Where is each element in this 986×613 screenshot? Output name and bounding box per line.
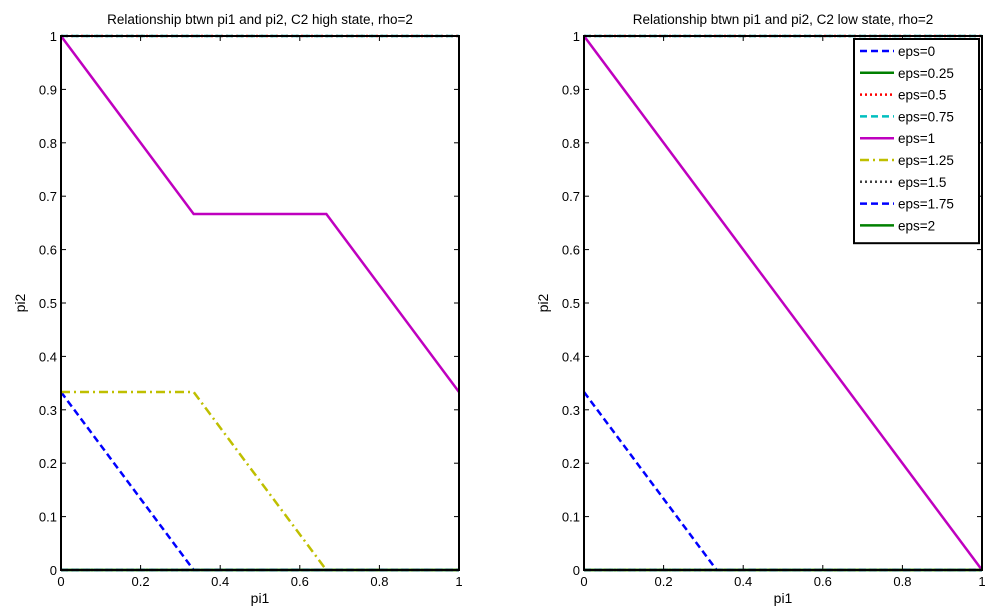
y-tick-label: 0.6 xyxy=(562,243,580,258)
legend-label: eps=1.75 xyxy=(898,197,954,212)
y-tick-label: 0.5 xyxy=(39,296,57,311)
legend-label: eps=1 xyxy=(898,131,935,146)
y-tick-label: 0.2 xyxy=(39,456,57,471)
y-tick-label: 0.8 xyxy=(562,136,580,151)
x-tick-label: 0.6 xyxy=(291,574,309,589)
y-tick-label: 0.3 xyxy=(562,403,580,418)
y-tick-label: 0.4 xyxy=(39,349,57,364)
x-axis-label: pi1 xyxy=(251,590,270,606)
legend-label: eps=0.75 xyxy=(898,109,954,124)
series-line-eps-1 xyxy=(582,35,984,571)
y-axis-label: pi2 xyxy=(535,293,551,312)
legend-label: eps=1.25 xyxy=(898,153,954,168)
y-tick-label: 0.1 xyxy=(39,510,57,525)
x-tick-label: 0 xyxy=(580,574,587,589)
y-tick-label: 0.6 xyxy=(39,243,57,258)
x-tick-label: 0.8 xyxy=(370,574,388,589)
y-tick-label: 0.9 xyxy=(39,82,57,97)
x-tick-label: 0.4 xyxy=(211,574,229,589)
chart-title: Relationship btwn pi1 and pi2, C2 high s… xyxy=(107,12,413,27)
x-tick-label: 1 xyxy=(455,574,462,589)
y-tick-label: 0.1 xyxy=(562,510,580,525)
y-tick-label: 1 xyxy=(573,29,580,44)
y-tick-label: 0.7 xyxy=(39,189,57,204)
y-tick-label: 0.8 xyxy=(39,136,57,151)
y-tick-label: 0.4 xyxy=(562,349,580,364)
y-tick-label: 0 xyxy=(50,563,57,578)
y-tick-label: 0 xyxy=(573,563,580,578)
legend-label: eps=0.5 xyxy=(898,88,946,103)
chart-panel-1: 0 0.2 0.4 0.6 0.8 1 0 0.1 0.2 0.3 0.4 0.5 0.6 0.7 0.8 0… xyxy=(12,12,463,606)
x-tick-label: 0.2 xyxy=(132,574,150,589)
y-tick-label: 0.7 xyxy=(562,189,580,204)
x-tick-label: 0 xyxy=(57,574,64,589)
y-tick-label: 0.2 xyxy=(562,456,580,471)
legend-label: eps=0.25 xyxy=(898,66,954,81)
y-tick-label: 0.3 xyxy=(39,403,57,418)
x-tick-label: 1 xyxy=(978,574,985,589)
legend-label: eps=2 xyxy=(898,218,935,233)
series-line-eps-1 xyxy=(59,35,461,393)
x-tick-label: 0.2 xyxy=(655,574,673,589)
legend-label: eps=1.5 xyxy=(898,175,946,190)
legend: eps=0 eps=0.25 eps=0.5 eps=0.75 eps=1 eps=1.2… xyxy=(853,38,980,245)
chart-title: Relationship btwn pi1 and pi2, C2 low st… xyxy=(633,12,934,27)
y-axis-label: pi2 xyxy=(12,293,28,312)
y-tick-label: 0.5 xyxy=(562,296,580,311)
y-tick-label: 1 xyxy=(50,29,57,44)
x-axis-label: pi1 xyxy=(774,590,793,606)
chart-panel-2: 0 0.2 0.4 0.6 0.8 1 0 0.1 0.2 0.3 0.4 0.5 0.6 0.7 0.8 0… xyxy=(535,12,986,606)
x-tick-label: 0.8 xyxy=(893,574,911,589)
x-tick-label: 0.4 xyxy=(734,574,752,589)
legend-label: eps=0 xyxy=(898,44,935,59)
x-tick-label: 0.6 xyxy=(814,574,832,589)
y-tick-label: 0.9 xyxy=(562,82,580,97)
